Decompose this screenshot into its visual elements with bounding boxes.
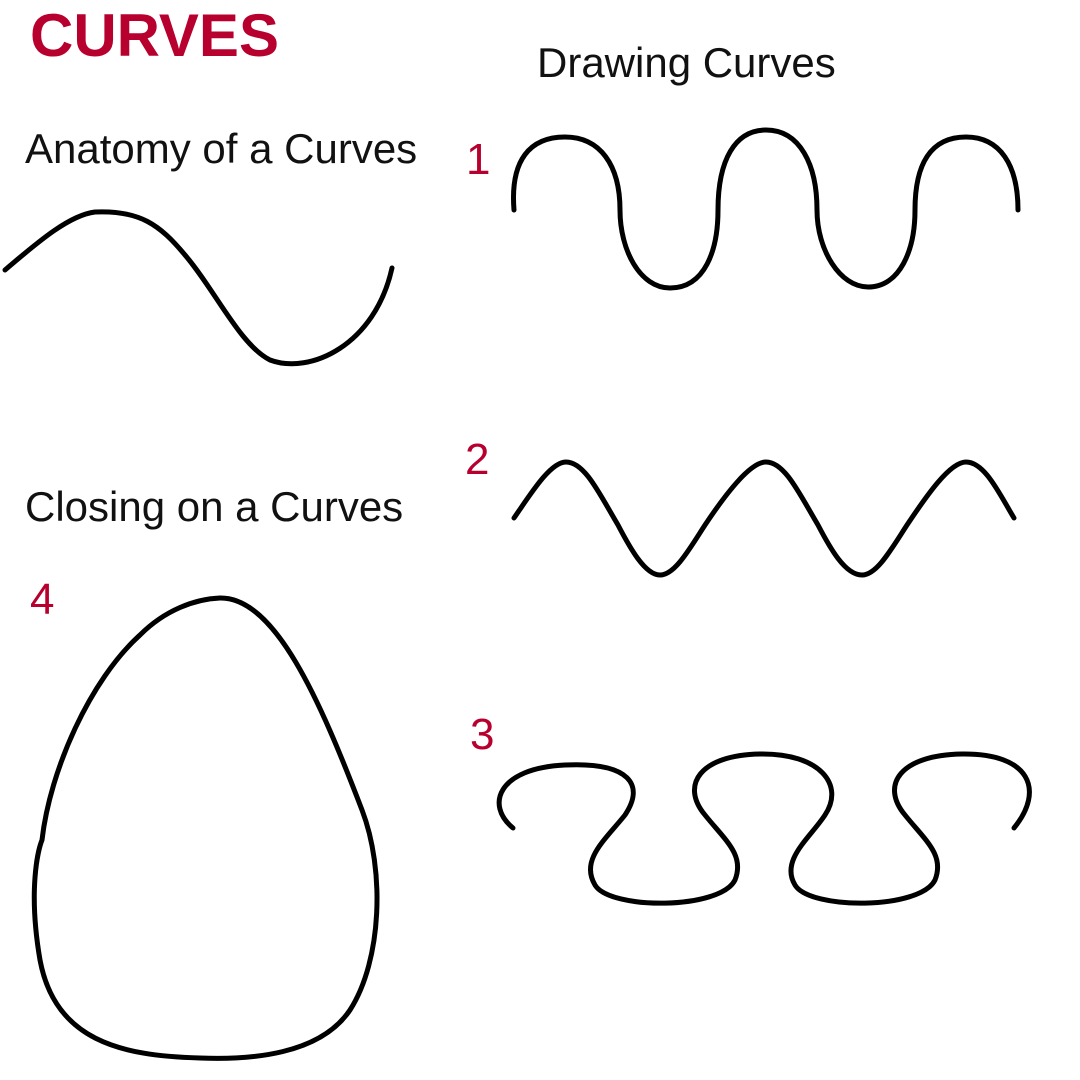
page-title: CURVES [30, 2, 279, 69]
step-number-1: 1 [466, 135, 491, 184]
anatomy-curve [2, 209, 395, 367]
egg-closed-curve [31, 595, 380, 1061]
step-number-2: 2 [465, 435, 490, 484]
anatomy-heading: Anatomy of a Curves [25, 125, 418, 172]
step-number-3: 3 [470, 710, 495, 759]
closing-heading: Closing on a Curves [25, 483, 404, 530]
looping-wave-curve [496, 751, 1032, 906]
drawing-curves-heading: Drawing Curves [537, 39, 836, 86]
step-number-4: 4 [30, 575, 55, 624]
sine-wave-curve [511, 459, 1017, 578]
arch-wave-curve [510, 127, 1021, 291]
